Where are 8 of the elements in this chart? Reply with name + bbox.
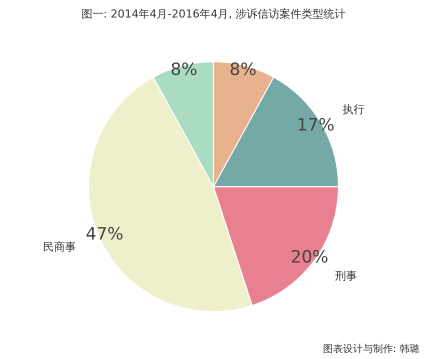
data-label: 47% xyxy=(86,224,124,245)
data-label: 8% xyxy=(230,60,257,80)
slice-label: 执行 xyxy=(342,102,365,116)
text: 图表设计与制作: 韩璐 xyxy=(322,342,420,355)
slice-label: 民商事 xyxy=(42,240,76,254)
slice-label: 刑事 xyxy=(334,270,357,283)
data-label: 8% xyxy=(170,60,198,80)
chart-title: 图一: 2014年4月-2016年4月, 涉诉信访案件类型统计 xyxy=(81,8,346,20)
